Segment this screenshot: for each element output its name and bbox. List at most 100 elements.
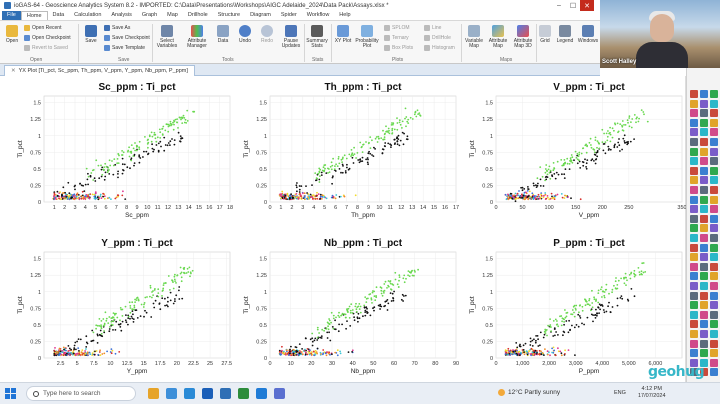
teams-icon[interactable]: [256, 388, 267, 399]
close-icon[interactable]: ✕: [580, 0, 594, 11]
tab-analysis[interactable]: Analysis: [111, 12, 132, 18]
start-icon[interactable]: [5, 388, 16, 399]
ruler-icon[interactable]: [700, 157, 708, 166]
lasso-icon[interactable]: [690, 128, 698, 137]
export-icon[interactable]: [700, 339, 708, 348]
tab-spider[interactable]: Spider: [280, 12, 297, 18]
pan-icon[interactable]: [690, 157, 698, 166]
select-icon[interactable]: [710, 339, 718, 348]
select-icon[interactable]: [690, 90, 698, 98]
pan-icon[interactable]: [690, 234, 698, 242]
select-icon[interactable]: [700, 368, 708, 377]
legend-button[interactable]: Legend: [556, 25, 574, 44]
zoom-icon[interactable]: [710, 138, 718, 146]
ruler-icon[interactable]: [710, 282, 718, 290]
export-icon[interactable]: [690, 291, 698, 300]
export-icon[interactable]: [710, 234, 718, 242]
zoom-icon[interactable]: [700, 90, 708, 98]
pan-icon[interactable]: [700, 282, 708, 290]
lasso-icon[interactable]: [710, 224, 718, 233]
pan-icon[interactable]: [710, 99, 718, 108]
select-icon[interactable]: [710, 262, 718, 271]
tab-map[interactable]: Map: [167, 12, 178, 18]
file-explorer-icon[interactable]: [184, 388, 195, 399]
zoom-icon[interactable]: [690, 118, 698, 127]
polygon-icon[interactable]: [700, 272, 708, 281]
maximize-icon[interactable]: ☐: [569, 2, 577, 10]
outlook-icon[interactable]: [202, 388, 213, 399]
lasso-icon[interactable]: [700, 176, 708, 185]
save-template-button[interactable]: Save Template: [104, 45, 145, 51]
polygon-icon[interactable]: [700, 195, 708, 204]
save-checkpoint-button[interactable]: Save Checkpoint: [104, 35, 150, 41]
lasso-icon[interactable]: [690, 358, 698, 367]
minimize-icon[interactable]: –: [557, 2, 561, 9]
select-icon[interactable]: [700, 291, 708, 300]
taskbar-search[interactable]: Type here to search: [26, 386, 136, 401]
select-icon[interactable]: [700, 214, 708, 223]
zoom-icon[interactable]: [710, 214, 718, 223]
iogas-taskbar-icon[interactable]: [220, 388, 231, 399]
weather-widget[interactable]: 12°C Partly sunny: [498, 389, 560, 396]
zoom-icon[interactable]: [700, 166, 708, 175]
revert-to-saved-button[interactable]: Revert to Saved: [24, 45, 68, 51]
polygon-icon[interactable]: [690, 147, 698, 156]
line-button[interactable]: Line: [424, 25, 441, 31]
save-button[interactable]: Save: [82, 25, 100, 44]
export-icon[interactable]: [690, 214, 698, 223]
brush-icon[interactable]: [690, 253, 698, 262]
pan-icon[interactable]: [700, 358, 708, 367]
ruler-icon[interactable]: [690, 339, 698, 348]
export-icon[interactable]: [710, 310, 718, 319]
ruler-icon[interactable]: [690, 109, 698, 118]
pan-icon[interactable]: [710, 253, 718, 262]
lasso-icon[interactable]: [690, 282, 698, 290]
polygon-icon[interactable]: [710, 166, 718, 175]
pan-icon[interactable]: [710, 176, 718, 185]
zoom-icon[interactable]: [710, 291, 718, 300]
lasso-icon[interactable]: [710, 301, 718, 310]
undo-button[interactable]: Undo: [236, 25, 254, 44]
export-icon[interactable]: [710, 157, 718, 166]
brush-icon[interactable]: [690, 99, 698, 108]
pan-icon[interactable]: [700, 128, 708, 137]
brush-icon[interactable]: [710, 195, 718, 204]
probability-plot-button[interactable]: Probability Plot: [355, 25, 379, 49]
brush-icon[interactable]: [700, 224, 708, 233]
zoom-icon[interactable]: [690, 349, 698, 358]
select-icon[interactable]: [690, 243, 698, 252]
system-clock[interactable]: 4:12 PM 17/07/2024: [638, 386, 666, 400]
select-icon[interactable]: [690, 320, 698, 329]
drillhole-button[interactable]: DrillHole: [424, 35, 451, 41]
brush-icon[interactable]: [690, 176, 698, 185]
select-icon[interactable]: [710, 109, 718, 118]
grid-button[interactable]: Grid: [538, 25, 552, 44]
tab-graph[interactable]: Graph: [141, 12, 158, 18]
polygon-icon[interactable]: [690, 224, 698, 233]
splom-button[interactable]: SPLOM: [384, 25, 410, 31]
tab-home[interactable]: Home: [20, 11, 48, 20]
zoom-icon[interactable]: [700, 243, 708, 252]
language-indicator[interactable]: ENG: [614, 390, 626, 396]
tab-structure[interactable]: Structure: [217, 12, 241, 18]
select-variables-button[interactable]: Select Variables: [154, 25, 180, 49]
lasso-icon[interactable]: [700, 253, 708, 262]
brush-icon[interactable]: [710, 349, 718, 358]
document-tab[interactable]: ✕ YX Plot [Ti_pct, Sc_ppm, Th_ppm, V_ppm,…: [4, 65, 195, 76]
pan-icon[interactable]: [700, 205, 708, 214]
lasso-icon[interactable]: [700, 330, 708, 338]
task-view-icon[interactable]: [148, 388, 159, 399]
lasso-icon[interactable]: [700, 99, 708, 108]
redo-button[interactable]: Redo: [258, 25, 276, 44]
polygon-icon[interactable]: [710, 243, 718, 252]
open-recent-button[interactable]: Open Recent: [24, 25, 61, 31]
zoom-icon[interactable]: [710, 368, 718, 377]
lasso-icon[interactable]: [710, 147, 718, 156]
excel-icon[interactable]: [238, 388, 249, 399]
brush-icon[interactable]: [700, 147, 708, 156]
polygon-icon[interactable]: [710, 90, 718, 98]
data-button[interactable]: Data: [214, 25, 232, 44]
